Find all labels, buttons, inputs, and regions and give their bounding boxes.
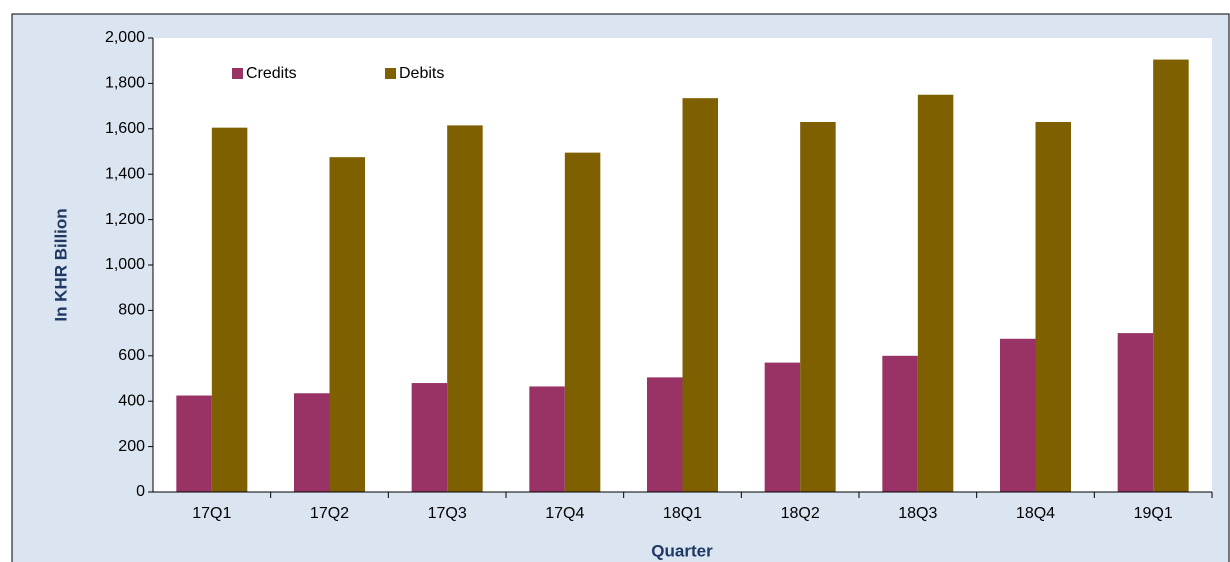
y-tick-label: 1,400 (105, 165, 145, 182)
bar (1035, 121, 1071, 493)
bar (529, 386, 565, 492)
y-tick-label: 1,000 (105, 256, 145, 273)
bar (564, 152, 601, 492)
x-tick-label: 18Q1 (663, 505, 702, 522)
bar (176, 395, 212, 492)
bar (447, 125, 483, 493)
x-tick-label: 19Q1 (1134, 505, 1173, 522)
x-tick-label: 18Q4 (1016, 505, 1055, 522)
x-tick-label: 17Q1 (192, 505, 231, 522)
legend-swatch (232, 68, 243, 79)
bar (1000, 338, 1036, 492)
y-axis-title: In KHR Billion (51, 208, 70, 321)
bar (917, 94, 954, 492)
y-tick-label: 800 (118, 302, 145, 319)
bar (329, 157, 365, 493)
x-tick-label: 17Q2 (310, 505, 349, 522)
x-tick-label: 17Q4 (545, 505, 584, 522)
y-tick-label: 1,800 (105, 75, 145, 92)
y-tick-label: 400 (118, 392, 145, 409)
x-axis-title: Quarter (651, 541, 713, 560)
bar (211, 127, 248, 492)
legend-swatch (385, 68, 396, 79)
bar (647, 377, 683, 492)
y-tick-label: 600 (118, 347, 145, 364)
legend-label: Debits (399, 65, 444, 82)
bar (682, 98, 718, 492)
bar (800, 121, 836, 493)
x-tick-label: 18Q3 (898, 505, 937, 522)
y-tick-label: 200 (118, 438, 145, 455)
bar (882, 355, 918, 492)
bar (764, 362, 801, 492)
x-tick-label: 17Q3 (428, 505, 467, 522)
bar (1117, 333, 1154, 492)
bar (294, 393, 330, 492)
y-tick-label: 0 (136, 483, 145, 500)
y-tick-label: 1,200 (105, 211, 145, 228)
y-tick-label: 2,000 (105, 29, 145, 46)
legend-label: Credits (246, 65, 297, 82)
x-tick-label: 18Q2 (781, 505, 820, 522)
bar (1153, 59, 1189, 492)
bar (411, 383, 448, 492)
y-tick-label: 1,600 (105, 120, 145, 137)
